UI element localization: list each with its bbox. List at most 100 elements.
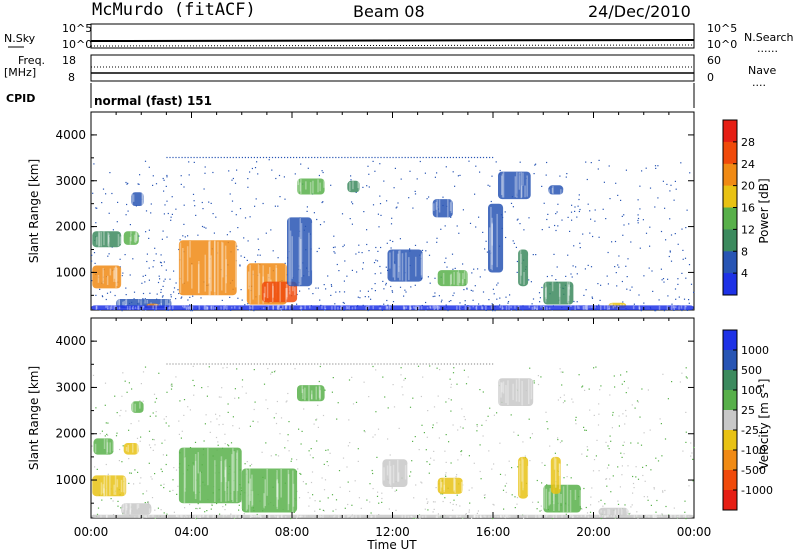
echo-texture: [684, 515, 687, 517]
noise-point: [632, 482, 635, 485]
noise-point: [189, 409, 191, 411]
echo-texture: [136, 443, 139, 454]
noise-point: [214, 363, 216, 365]
echo-texture: [514, 176, 517, 198]
noise-point: [220, 363, 222, 365]
noise-point: [367, 290, 369, 292]
noise-point: [228, 445, 230, 447]
noise-point: [165, 269, 167, 271]
noise-point: [488, 299, 490, 301]
noise-point: [499, 304, 501, 306]
noise-point: [300, 443, 302, 445]
echo-texture: [527, 465, 529, 495]
echo-texture: [120, 479, 123, 493]
echo-texture: [440, 479, 442, 492]
echo-texture: [300, 515, 302, 518]
echo-texture: [552, 515, 555, 518]
echo-texture: [355, 514, 357, 518]
echo-texture: [172, 305, 174, 310]
echo-texture: [129, 237, 132, 245]
noise-point: [247, 240, 249, 242]
power-echo-patches: [91, 171, 694, 310]
noise-point: [193, 394, 195, 396]
noise-point: [445, 434, 447, 436]
noise-point: [203, 440, 205, 442]
noise-point: [599, 389, 601, 391]
echo-texture: [528, 379, 530, 404]
echo-texture: [235, 514, 237, 518]
noise-point: [374, 290, 376, 292]
noise-point: [211, 504, 213, 506]
echo-texture: [568, 281, 571, 290]
noise-point: [156, 293, 158, 295]
noise-point: [523, 229, 525, 231]
noise-point: [142, 275, 144, 277]
echo-texture: [440, 482, 443, 488]
noise-point: [327, 449, 329, 451]
noise-point: [504, 474, 506, 476]
noise-point: [517, 218, 519, 220]
echo-texture: [553, 485, 555, 511]
echo-texture: [129, 305, 131, 310]
noise-point: [532, 254, 534, 256]
noise-point: [178, 420, 180, 422]
echo-texture: [319, 390, 321, 399]
noise-point: [262, 202, 264, 205]
noise-point: [187, 299, 189, 301]
noise-point: [188, 161, 190, 163]
noise-point: [443, 156, 445, 159]
noise-point: [576, 273, 578, 275]
echo-texture: [208, 240, 210, 296]
echo-texture: [350, 514, 352, 517]
noise-point: [625, 415, 627, 417]
noise-point: [374, 156, 376, 159]
echo-texture: [500, 515, 502, 518]
noise-point: [614, 266, 616, 268]
noise-point: [475, 165, 477, 167]
nave-style: ....: [752, 76, 766, 89]
noise-point: [551, 517, 554, 520]
noise-point: [508, 460, 510, 462]
noise-point: [663, 310, 665, 312]
echo-texture: [231, 454, 233, 500]
echo-texture: [436, 305, 439, 310]
noise-point: [154, 309, 156, 311]
noise-point: [262, 156, 265, 159]
noise-point: [175, 156, 177, 159]
echo-texture: [386, 306, 388, 309]
echo-texture: [137, 444, 140, 449]
noise-point: [387, 407, 389, 409]
noise-point: [273, 417, 275, 419]
noise-point: [688, 485, 690, 487]
echo-texture: [184, 457, 186, 492]
echo-texture: [182, 248, 184, 284]
colorbar-tick-label: -1000: [741, 484, 773, 497]
noise-point: [299, 472, 301, 475]
noise-point: [172, 479, 174, 481]
echo-texture: [125, 506, 128, 511]
noise-point: [152, 449, 154, 451]
noise-point: [107, 255, 109, 257]
noise-point: [505, 491, 507, 493]
noise-point: [684, 511, 686, 513]
noise-point: [329, 156, 331, 159]
colorbar-segment: [723, 450, 737, 471]
noise-point: [221, 299, 223, 301]
noise-point: [352, 203, 354, 205]
echo-texture: [198, 305, 200, 310]
echo-texture: [481, 305, 483, 310]
noise-point: [387, 438, 389, 440]
echo-texture: [374, 514, 377, 518]
noise-point: [321, 170, 323, 172]
noise-point: [368, 186, 370, 188]
noise-point: [275, 177, 277, 180]
noise-point: [434, 277, 436, 279]
noise-point: [91, 254, 93, 256]
noise-point: [234, 182, 237, 184]
x-tick-label: 16:00: [476, 525, 511, 539]
echo-texture: [165, 299, 167, 306]
echo-texture: [280, 469, 282, 498]
noise-point: [591, 297, 594, 299]
echo-texture: [522, 459, 524, 491]
noise-point: [195, 517, 197, 520]
